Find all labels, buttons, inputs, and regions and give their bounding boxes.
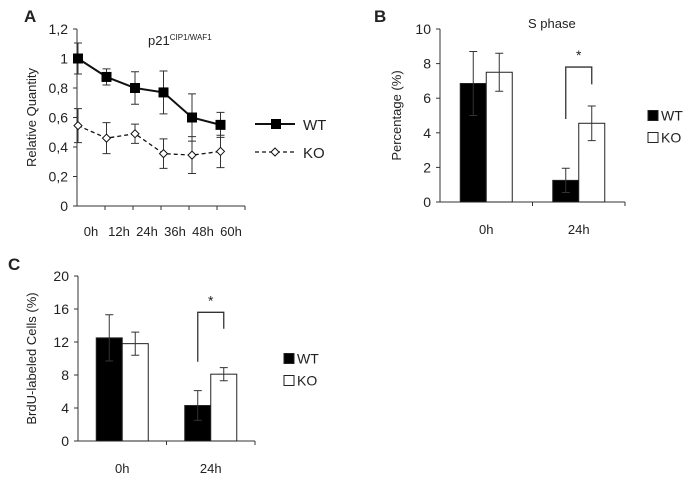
data-point xyxy=(73,120,83,131)
error-bar xyxy=(587,105,596,142)
legend-swatch xyxy=(283,375,295,386)
y-tick-label: 16 xyxy=(53,301,69,317)
legend-label: WT xyxy=(303,117,326,134)
data-point xyxy=(130,129,140,139)
bar-KO-24h xyxy=(210,373,238,442)
error-bar xyxy=(219,367,228,382)
legend-marker xyxy=(271,119,281,129)
y-tick-label: 0,4 xyxy=(49,139,69,155)
y-tick-label: 0 xyxy=(61,433,69,449)
y-tick-label: 0 xyxy=(60,198,68,214)
data-point xyxy=(158,148,169,159)
y-tick-label: 4 xyxy=(61,400,69,416)
y-tick-label: 2 xyxy=(423,159,431,175)
y-tick-label: 8 xyxy=(61,367,69,383)
data-point xyxy=(215,146,226,157)
y-tick-label: 10 xyxy=(415,21,431,37)
panel-label: A xyxy=(24,7,36,26)
x-tick-label: 60h xyxy=(220,224,242,239)
error-bar xyxy=(469,50,478,116)
x-tick-label: 0h xyxy=(479,222,493,237)
legend-label: KO xyxy=(303,145,325,162)
error-bar xyxy=(105,314,114,362)
error-bar xyxy=(193,390,202,421)
y-tick-label: 8 xyxy=(423,56,431,72)
x-tick-label: 0h xyxy=(84,224,98,239)
data-point xyxy=(187,112,197,123)
data-point xyxy=(215,119,226,130)
y-axis-label: Percentage (%) xyxy=(389,70,404,160)
x-tick-label: 0h xyxy=(115,461,129,476)
y-tick-label: 1,2 xyxy=(49,21,69,37)
legend-swatch xyxy=(283,353,295,364)
y-tick-label: 0,8 xyxy=(49,80,69,96)
significance-bracket xyxy=(197,311,225,362)
error-bar xyxy=(495,52,504,92)
data-point xyxy=(101,133,112,143)
y-tick-label: 0,2 xyxy=(49,169,69,185)
chart-title: S phase xyxy=(528,16,576,31)
x-tick-label: 48h xyxy=(192,224,214,239)
chart-title: p21CIP1/WAF1 xyxy=(148,33,212,48)
legend-label: KO xyxy=(661,130,681,146)
series-line-KO xyxy=(77,125,221,156)
x-tick-label: 24h xyxy=(136,224,158,239)
significance-marker: * xyxy=(208,292,214,308)
data-point xyxy=(130,83,140,93)
legend-swatch xyxy=(647,132,659,143)
x-tick-label: 24h xyxy=(568,222,590,237)
series-line-WT xyxy=(77,57,221,126)
legend-label: WT xyxy=(297,351,319,367)
error-bar xyxy=(131,331,140,356)
y-tick-label: 12 xyxy=(53,334,69,350)
y-tick-label: 20 xyxy=(53,268,69,284)
legend-swatch xyxy=(647,110,659,121)
y-tick-label: 1 xyxy=(60,51,68,67)
data-point xyxy=(158,87,169,98)
panel-label: C xyxy=(8,255,20,274)
y-tick-label: 6 xyxy=(423,90,431,106)
error-bar xyxy=(561,167,570,193)
panel-label: B xyxy=(374,7,386,26)
y-axis-label: Relative Quantity xyxy=(24,68,39,167)
x-tick-label: 36h xyxy=(164,224,186,239)
legend-label: WT xyxy=(661,108,683,124)
legend-label: KO xyxy=(297,373,317,389)
data-point xyxy=(73,53,83,64)
y-axis-label: BrdU-labeled Cells (%) xyxy=(24,292,39,424)
data-point xyxy=(101,71,112,82)
y-tick-label: 0,6 xyxy=(49,110,69,126)
bar-KO-0h xyxy=(121,343,149,442)
x-tick-label: 24h xyxy=(200,461,222,476)
x-tick-label: 12h xyxy=(108,224,130,239)
y-tick-label: 4 xyxy=(423,125,431,141)
data-point xyxy=(187,150,197,160)
significance-marker: * xyxy=(576,47,582,63)
legend-marker xyxy=(270,147,280,157)
y-tick-label: 0 xyxy=(423,194,431,210)
significance-bracket xyxy=(565,66,593,119)
